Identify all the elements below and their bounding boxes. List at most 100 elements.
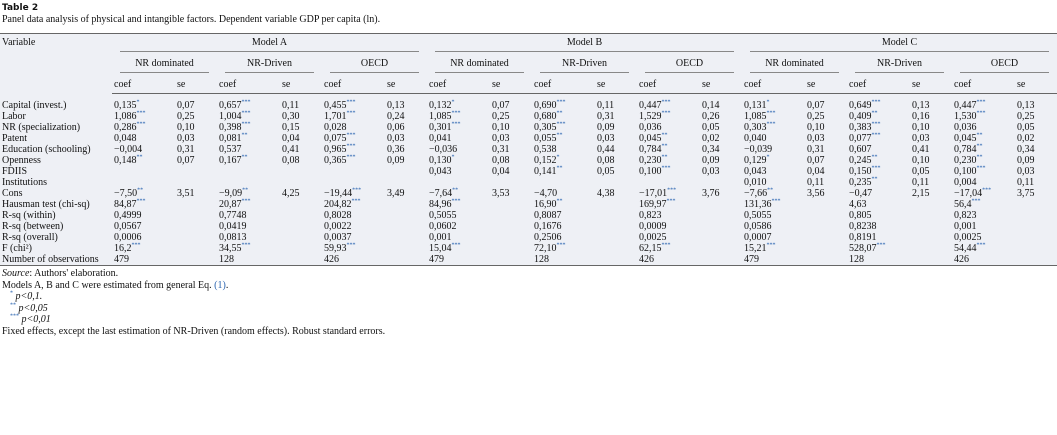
significance-stars: *** bbox=[136, 121, 146, 128]
cell-value: −7,64 bbox=[429, 188, 453, 199]
cell: 0,0025 bbox=[954, 232, 982, 243]
cell: 128 bbox=[219, 254, 234, 265]
significance-stars: *** bbox=[556, 242, 566, 249]
empty-cell bbox=[1015, 210, 1057, 221]
source-note: Source: Authors' elaboration. bbox=[2, 268, 1055, 280]
empty-cell bbox=[280, 243, 322, 254]
empty-cell bbox=[595, 221, 637, 232]
empty-cell bbox=[385, 166, 427, 177]
cell: 0,0022 bbox=[324, 221, 352, 232]
empty-cell bbox=[175, 199, 217, 210]
significance-stars: ** bbox=[452, 187, 459, 194]
cell: −19,44*** bbox=[322, 188, 385, 199]
empty-cell bbox=[385, 210, 427, 221]
cell: 3,75 bbox=[1017, 188, 1035, 199]
cell: 0,09 bbox=[597, 122, 615, 133]
cell: 0,09 bbox=[1017, 155, 1035, 166]
empty-cell bbox=[805, 221, 847, 232]
significance-stars: *** bbox=[346, 110, 356, 117]
cell-value: 62,15 bbox=[639, 243, 662, 254]
se-header: se bbox=[910, 76, 952, 94]
cell: 0,07 bbox=[492, 100, 510, 111]
cell: 0,06 bbox=[387, 122, 405, 133]
cell: 128 bbox=[534, 254, 549, 265]
empty-cell bbox=[385, 232, 427, 243]
significance-stars: *** bbox=[241, 99, 251, 106]
cell-value: 169,97 bbox=[639, 199, 667, 210]
cell: 0,286*** bbox=[112, 122, 175, 133]
significance-stars: *** bbox=[976, 242, 986, 249]
empty-cell bbox=[175, 232, 217, 243]
cell-value: 204,82 bbox=[324, 199, 352, 210]
group-header: OECD bbox=[322, 55, 427, 76]
cell: 0,135* bbox=[112, 94, 175, 111]
cell: 0,05 bbox=[912, 166, 930, 177]
cell: 0,25 bbox=[807, 111, 825, 122]
empty-cell bbox=[385, 243, 427, 254]
cell: 3,53 bbox=[492, 188, 510, 199]
cell-value: 0,657 bbox=[219, 100, 242, 111]
cell-value: 0,075 bbox=[324, 133, 347, 144]
cell: 0,167** bbox=[217, 155, 280, 166]
empty-cell bbox=[637, 177, 700, 188]
cell: 128 bbox=[849, 254, 864, 265]
significance-stars: *** bbox=[876, 242, 886, 249]
cell-value: 0,680 bbox=[534, 111, 557, 122]
cell: 0,10 bbox=[177, 122, 195, 133]
cell: 0,04 bbox=[807, 166, 825, 177]
row-label: Education (schooling) bbox=[2, 144, 91, 155]
cell: 84,87*** bbox=[112, 199, 175, 210]
cell: 0,11 bbox=[282, 100, 300, 111]
cell: 0,077*** bbox=[847, 133, 910, 144]
empty-cell bbox=[385, 199, 427, 210]
cell: 0,607 bbox=[849, 144, 872, 155]
significance-stars: *** bbox=[346, 154, 356, 161]
significance-stars: *** bbox=[766, 242, 776, 249]
empty-cell bbox=[700, 243, 742, 254]
row-label: F (chi²) bbox=[2, 243, 32, 254]
cell: 0,0007 bbox=[744, 232, 772, 243]
cell-value: 0,649 bbox=[849, 100, 872, 111]
cell: 0,823 bbox=[639, 210, 662, 221]
table-row: FDIIS 0,043 0,04 0,141** 0,05 0,100*** 0,03 0,0… bbox=[0, 166, 1057, 177]
table-row: R-sq (between) 0,0567 0,0419 0,0022 0,0602 0,… bbox=[0, 221, 1057, 232]
cell-value: 0,230 bbox=[954, 155, 977, 166]
significance-stars: *** bbox=[556, 99, 566, 106]
cell: 0,03 bbox=[387, 133, 405, 144]
cell: 0,0006 bbox=[114, 232, 142, 243]
cell: 0,10 bbox=[912, 122, 930, 133]
group-header: NR-Driven bbox=[847, 55, 952, 76]
row-label: Capital (invest.) bbox=[2, 99, 67, 111]
empty-cell bbox=[595, 232, 637, 243]
cell-value: −19,44 bbox=[324, 188, 353, 199]
significance-note: ** p<0,05 bbox=[2, 302, 1055, 315]
cell: 0,048 bbox=[114, 133, 137, 144]
header-row: NR dominated NR-Driven OECD NR dominated NR-… bbox=[0, 55, 1057, 76]
cell-value: 0,152 bbox=[534, 155, 557, 166]
equation-link[interactable]: (1) bbox=[214, 279, 226, 291]
cell: 0,26 bbox=[702, 111, 720, 122]
significance-stars: *** bbox=[451, 110, 461, 117]
table-row: NR (specialization) 0,286*** 0,10 0,398*** 0… bbox=[0, 122, 1057, 133]
row-label: R-sq (between) bbox=[2, 221, 64, 232]
coef-header: coef bbox=[952, 76, 1015, 94]
empty-cell bbox=[280, 210, 322, 221]
significance-stars: *** bbox=[241, 242, 251, 249]
cell-value: 0,305 bbox=[534, 122, 557, 133]
empty-cell bbox=[112, 166, 175, 177]
cell: 3,76 bbox=[702, 188, 720, 199]
cell: 0,0037 bbox=[324, 232, 352, 243]
cell: 1,701*** bbox=[322, 111, 385, 122]
cell: −4,70 bbox=[534, 188, 558, 199]
cell: 0,09 bbox=[702, 155, 720, 166]
coef-header: coef bbox=[112, 76, 175, 94]
cell: −0,036 bbox=[429, 144, 458, 155]
significance-note: * p<0,1. bbox=[2, 291, 1055, 303]
cell: 15,04*** bbox=[427, 243, 490, 254]
row-label: R-sq (within) bbox=[2, 210, 56, 221]
cell-value: 20,87 bbox=[219, 199, 242, 210]
cell: 1,086*** bbox=[112, 111, 175, 122]
table-row: Number of observations 479 128 426 479 128 426… bbox=[0, 254, 1057, 266]
cell: 0,4999 bbox=[114, 210, 142, 221]
group-header: OECD bbox=[637, 55, 742, 76]
